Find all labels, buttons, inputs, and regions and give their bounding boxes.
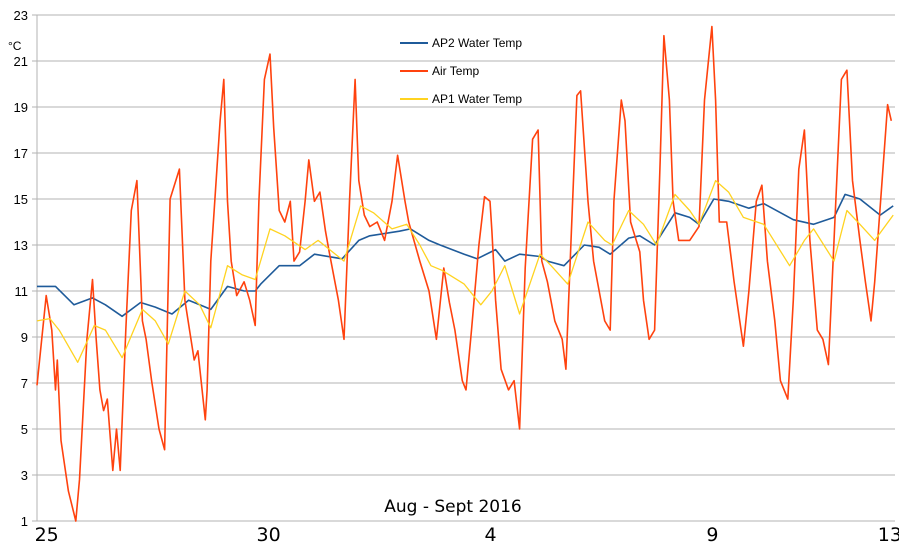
- legend-label: AP2 Water Temp: [432, 36, 522, 50]
- series-line-ap2-water-temp: [37, 193, 894, 318]
- y-tick-label: 17: [14, 146, 28, 161]
- x-tick-label: 9: [706, 524, 718, 546]
- y-tick-label: 23: [14, 8, 28, 23]
- series-line-air-temp: [36, 25, 893, 522]
- x-tick-label: 13: [878, 524, 899, 546]
- legend-item-ap2-water-temp: AP2 Water Temp: [400, 36, 522, 50]
- series-lines: [36, 25, 894, 522]
- series-line-ap1-water-temp: [36, 179, 894, 363]
- y-tick-label: 7: [21, 376, 28, 391]
- legend-label: AP1 Water Temp: [432, 92, 522, 106]
- y-tick-label: 21: [14, 54, 28, 69]
- x-tick-label: 25: [35, 524, 59, 546]
- legend-label: Air Temp: [432, 64, 479, 78]
- x-tick-label: 4: [484, 524, 496, 546]
- y-axis-unit: °C: [8, 39, 22, 53]
- x-tick-label: 30: [257, 524, 281, 546]
- y-tick-label: 13: [14, 238, 28, 253]
- legend: AP2 Water Temp Air Temp AP1 Water Temp: [400, 36, 522, 106]
- legend-item-ap1-water-temp: AP1 Water Temp: [400, 92, 522, 106]
- y-tick-label: 9: [21, 330, 28, 345]
- y-tick-label: 1: [21, 514, 28, 529]
- x-axis-ticks: 25 30 4 9 13: [35, 524, 899, 546]
- chart-title: Aug - Sept 2016: [384, 497, 522, 517]
- y-tick-label: 15: [14, 192, 28, 207]
- y-tick-label: 3: [21, 468, 28, 483]
- y-tick-label: 5: [21, 422, 28, 437]
- y-tick-label: 11: [15, 284, 29, 299]
- y-tick-label: 19: [14, 100, 28, 115]
- legend-item-air-temp: Air Temp: [400, 64, 479, 78]
